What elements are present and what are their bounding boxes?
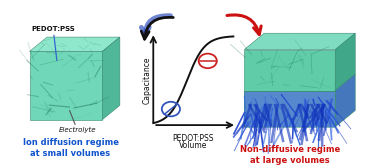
Polygon shape <box>102 37 120 120</box>
Polygon shape <box>244 33 355 50</box>
FancyArrowPatch shape <box>227 15 261 34</box>
Polygon shape <box>29 37 120 51</box>
Text: Non-diffusive regime
at large volumes: Non-diffusive regime at large volumes <box>240 145 340 165</box>
Polygon shape <box>335 74 355 127</box>
Polygon shape <box>244 91 335 127</box>
FancyArrowPatch shape <box>141 17 173 39</box>
Text: Ion diffusion regime
at small volumes: Ion diffusion regime at small volumes <box>23 138 119 158</box>
Text: PEDOT:PSS: PEDOT:PSS <box>173 134 214 143</box>
Text: Electrolyte: Electrolyte <box>59 111 96 133</box>
Text: Volume: Volume <box>179 141 208 150</box>
Polygon shape <box>335 33 355 91</box>
Text: PEDOT:PSS: PEDOT:PSS <box>31 26 75 60</box>
FancyArrowPatch shape <box>141 16 170 35</box>
Text: Capacitance: Capacitance <box>143 57 152 104</box>
Polygon shape <box>29 51 102 120</box>
Polygon shape <box>244 50 335 91</box>
